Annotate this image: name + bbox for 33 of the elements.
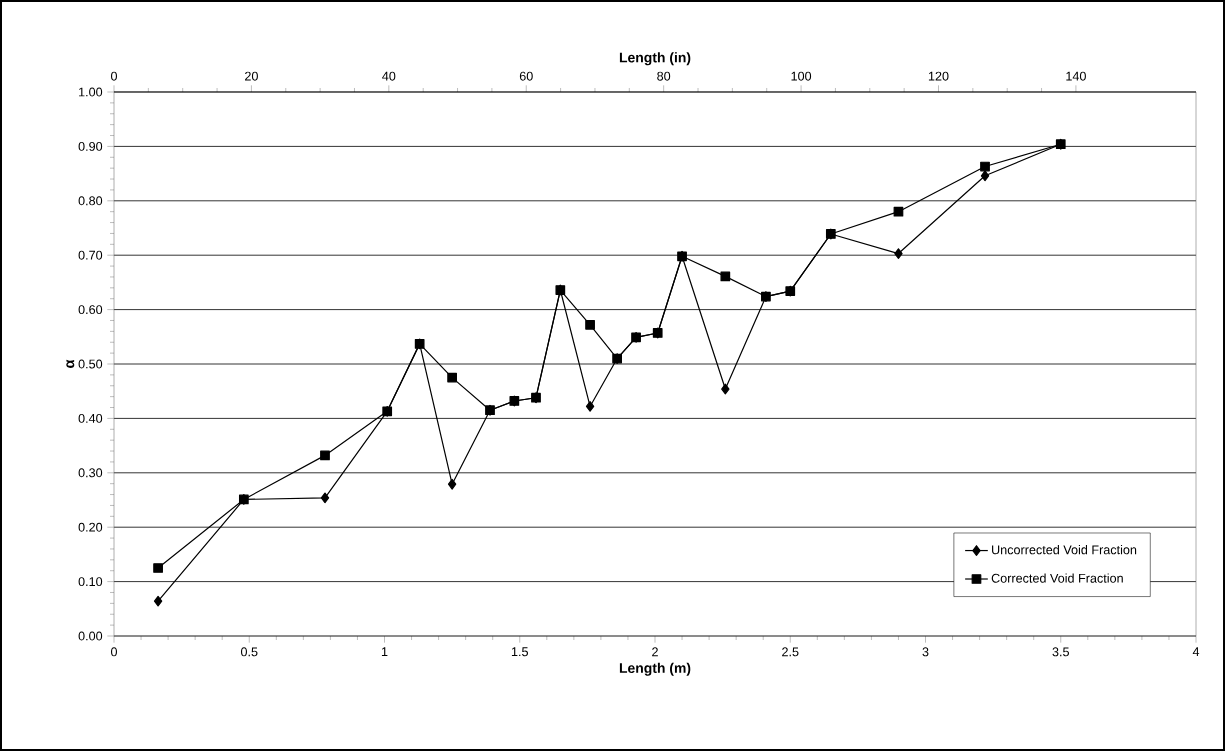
x-tick-label: 1.5: [511, 647, 528, 657]
y-tick-label: 0.20: [78, 522, 103, 532]
x2-tick-label: 0: [110, 71, 118, 81]
y-tick-label: 0.00: [78, 631, 103, 641]
y-tick-label: 0.40: [78, 413, 103, 423]
x-tick-label: 2: [652, 647, 658, 657]
y-tick-label: 0.90: [78, 141, 103, 151]
x-tick-label: 0: [110, 647, 118, 657]
y-tick-label: 0.60: [78, 305, 103, 315]
y-tick-label: 0.70: [78, 250, 103, 260]
x2-tick-label: 120: [928, 71, 949, 81]
x2-axis-title: Length (in): [619, 52, 691, 66]
x-tick-label: 3.5: [1052, 647, 1070, 657]
y-tick-label: 0.50: [78, 359, 103, 369]
x-tick-label: 3: [922, 647, 929, 657]
legend-label: Corrected Void Fraction: [991, 573, 1123, 583]
x2-tick-label: 100: [791, 71, 812, 81]
x-tick-label: 0.5: [240, 647, 258, 657]
x2-tick-label: 80: [657, 71, 671, 81]
y-tick-label: 1.00: [79, 87, 103, 97]
legend-label: Uncorrected Void Fraction: [992, 544, 1137, 555]
x2-tick-label: 60: [519, 71, 533, 81]
x-tick-label: 2.5: [782, 647, 799, 657]
y-tick-label: 0.30: [78, 468, 103, 478]
y-tick-label: 0.80: [78, 196, 103, 206]
x2-tick-label: 140: [1066, 71, 1086, 81]
x2-tick-label: 40: [382, 71, 396, 81]
y-tick-label: 0.10: [78, 577, 103, 587]
x-axis-title: Length (m): [619, 662, 691, 676]
x-tick-label: 1: [381, 647, 388, 657]
x-tick-label: 4: [1192, 647, 1200, 657]
y-axis-title: α: [66, 359, 75, 368]
x2-tick-label: 20: [245, 71, 258, 81]
